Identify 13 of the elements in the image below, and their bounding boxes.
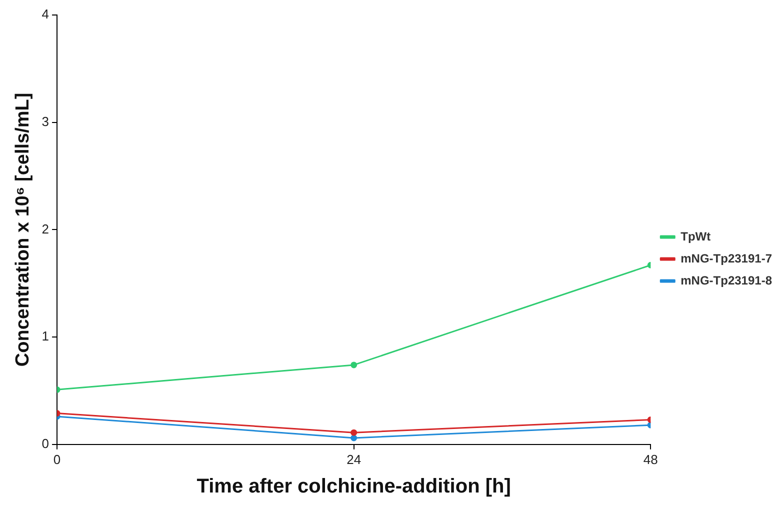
x-tick-label: 24 <box>346 452 362 467</box>
legend-label: mNG-Tp23191-7 <box>680 251 772 266</box>
x-tick-label: 0 <box>53 452 61 467</box>
y-tick-label: 1 <box>42 328 50 344</box>
y-tick-label: 3 <box>42 114 50 129</box>
legend-label: TpWt <box>680 229 711 244</box>
y-tick-label: 2 <box>42 221 50 236</box>
y-tick-label: 4 <box>42 6 50 22</box>
x-axis-title: Time after colchicine-addition [h] <box>196 476 511 498</box>
x-tick-label: 48 <box>643 452 658 467</box>
y-axis-title: Concentration x 10⁶ [cells/mL] <box>12 92 34 367</box>
legend-label: mNG-Tp23191-8 <box>680 273 772 288</box>
y-tick-label: 0 <box>42 436 50 451</box>
